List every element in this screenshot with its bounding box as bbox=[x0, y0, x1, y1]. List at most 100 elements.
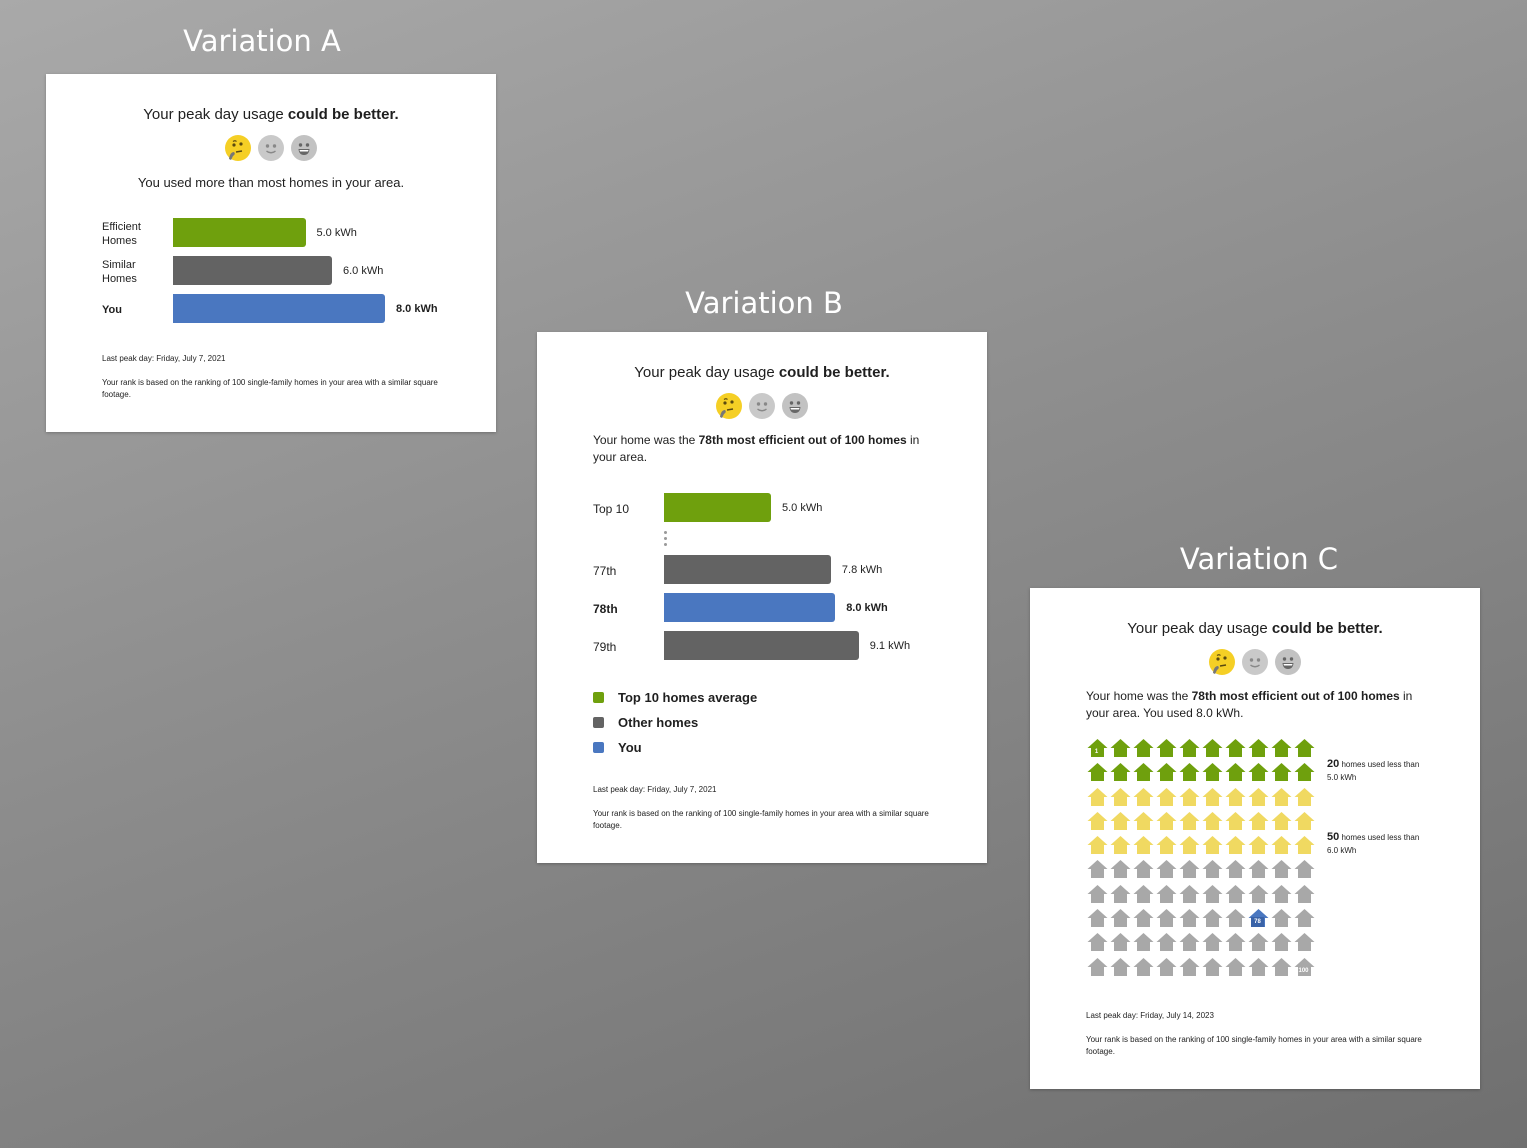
row-label-you: You bbox=[102, 304, 122, 316]
grinning-face-icon bbox=[291, 135, 317, 161]
home-icon bbox=[1247, 957, 1270, 981]
annotation-yellow: 50 homes used less than 6.0 kWh bbox=[1327, 831, 1422, 857]
summary-prefix: Your home was the bbox=[593, 433, 699, 447]
home-icon bbox=[1155, 787, 1178, 811]
summary-bold: 78th most efficient out of 100 homes bbox=[698, 433, 907, 447]
value-label-top10: 5.0 kWh bbox=[782, 502, 823, 514]
home-icon bbox=[1109, 932, 1132, 956]
rank-note: Your rank is based on the ranking of 100… bbox=[102, 378, 438, 399]
row-label-similar: Similar Homes bbox=[102, 259, 137, 285]
home-icon bbox=[1201, 884, 1224, 908]
home-icon bbox=[1293, 762, 1316, 786]
annotation-text: homes used less than 5.0 kWh bbox=[1327, 760, 1420, 782]
legend-item-other: Other homes bbox=[593, 715, 698, 730]
headline: Your peak day usage could be better. bbox=[537, 364, 987, 381]
home-icon bbox=[1270, 738, 1293, 762]
bar-79th bbox=[664, 631, 859, 660]
grinning-face-icon bbox=[782, 393, 808, 419]
thinking-face-icon bbox=[225, 135, 251, 161]
headline-text: Your peak day usage bbox=[143, 106, 288, 123]
home-icon bbox=[1247, 738, 1270, 762]
home-icon bbox=[1201, 957, 1224, 981]
home-icon bbox=[1201, 787, 1224, 811]
home-icon bbox=[1132, 884, 1155, 908]
home-icon bbox=[1270, 859, 1293, 883]
home-icon bbox=[1155, 884, 1178, 908]
headline-bold-text: could be better. bbox=[287, 106, 399, 123]
home-icon bbox=[1224, 884, 1247, 908]
home-icon bbox=[1109, 762, 1132, 786]
grinning-face-icon bbox=[1275, 649, 1301, 675]
home-icon bbox=[1224, 762, 1247, 786]
legend-item-top10: Top 10 homes average bbox=[593, 690, 757, 705]
home-icon bbox=[1086, 762, 1109, 786]
bar-78th bbox=[664, 593, 836, 622]
value-label-you: 8.0 kWh bbox=[396, 303, 438, 315]
home-icon bbox=[1086, 932, 1109, 956]
variation-a-card: Your peak day usage could be better. You… bbox=[46, 74, 496, 432]
emoji-rating bbox=[716, 393, 808, 419]
home-icon bbox=[1155, 957, 1178, 981]
value-label-78th: 8.0 kWh bbox=[846, 602, 888, 614]
thinking-face-icon bbox=[1209, 649, 1235, 675]
home-icon bbox=[1293, 811, 1316, 835]
home-icon bbox=[1109, 957, 1132, 981]
home-icon bbox=[1155, 908, 1178, 932]
home-icon bbox=[1270, 932, 1293, 956]
home-icon bbox=[1178, 932, 1201, 956]
value-label-similar: 6.0 kWh bbox=[343, 265, 384, 277]
home-icon bbox=[1155, 932, 1178, 956]
home-icon bbox=[1293, 835, 1316, 859]
home-icon bbox=[1270, 908, 1293, 932]
home-icon bbox=[1247, 884, 1270, 908]
ellipsis-dots bbox=[664, 531, 667, 546]
legend-swatch-gray bbox=[593, 717, 604, 728]
home-icon: 100 bbox=[1293, 957, 1316, 981]
home-icon bbox=[1178, 787, 1201, 811]
home-icon bbox=[1270, 884, 1293, 908]
slightly-smiling-face-icon bbox=[749, 393, 775, 419]
variation-c-title: Variation C bbox=[1179, 542, 1339, 576]
home-icon bbox=[1132, 932, 1155, 956]
home-icon bbox=[1132, 762, 1155, 786]
home-icon bbox=[1224, 738, 1247, 762]
value-label-efficient: 5.0 kWh bbox=[316, 227, 357, 239]
home-icon bbox=[1270, 762, 1293, 786]
home-icon bbox=[1155, 738, 1178, 762]
home-rank-label: 78 bbox=[1251, 917, 1264, 928]
home-icon bbox=[1155, 835, 1178, 859]
home-icon bbox=[1132, 957, 1155, 981]
home-icon bbox=[1109, 787, 1132, 811]
summary-text: Your home was the 78th most efficient ou… bbox=[593, 432, 938, 466]
home-icon bbox=[1109, 835, 1132, 859]
home-icon bbox=[1132, 738, 1155, 762]
summary-prefix: Your home was the bbox=[1086, 689, 1192, 703]
home-icon bbox=[1270, 957, 1293, 981]
emoji-rating bbox=[1209, 649, 1301, 675]
home-icon bbox=[1086, 884, 1109, 908]
home-icon bbox=[1178, 957, 1201, 981]
legend-label: You bbox=[618, 740, 642, 755]
emoji-rating bbox=[225, 135, 317, 161]
home-icon bbox=[1201, 738, 1224, 762]
headline-bold-text: could be better. bbox=[778, 364, 890, 381]
home-icon bbox=[1178, 859, 1201, 883]
thinking-face-icon bbox=[716, 393, 742, 419]
homes-grid: 1 78 100 bbox=[1086, 738, 1316, 981]
legend-swatch-green bbox=[593, 692, 604, 703]
home-icon bbox=[1224, 908, 1247, 932]
last-peak-day: Last peak day: Friday, July 7, 2021 bbox=[102, 354, 226, 363]
headline-text: Your peak day usage bbox=[1127, 620, 1272, 637]
home-icon bbox=[1270, 835, 1293, 859]
home-icon bbox=[1086, 908, 1109, 932]
bar-efficient bbox=[173, 218, 306, 247]
home-icon: 1 bbox=[1086, 738, 1109, 762]
headline-text: Your peak day usage bbox=[634, 364, 779, 381]
home-icon bbox=[1178, 908, 1201, 932]
home-icon bbox=[1293, 859, 1316, 883]
home-icon bbox=[1224, 835, 1247, 859]
home-icon bbox=[1201, 908, 1224, 932]
annotation-count: 20 bbox=[1327, 758, 1340, 770]
home-icon bbox=[1109, 859, 1132, 883]
home-icon bbox=[1201, 859, 1224, 883]
